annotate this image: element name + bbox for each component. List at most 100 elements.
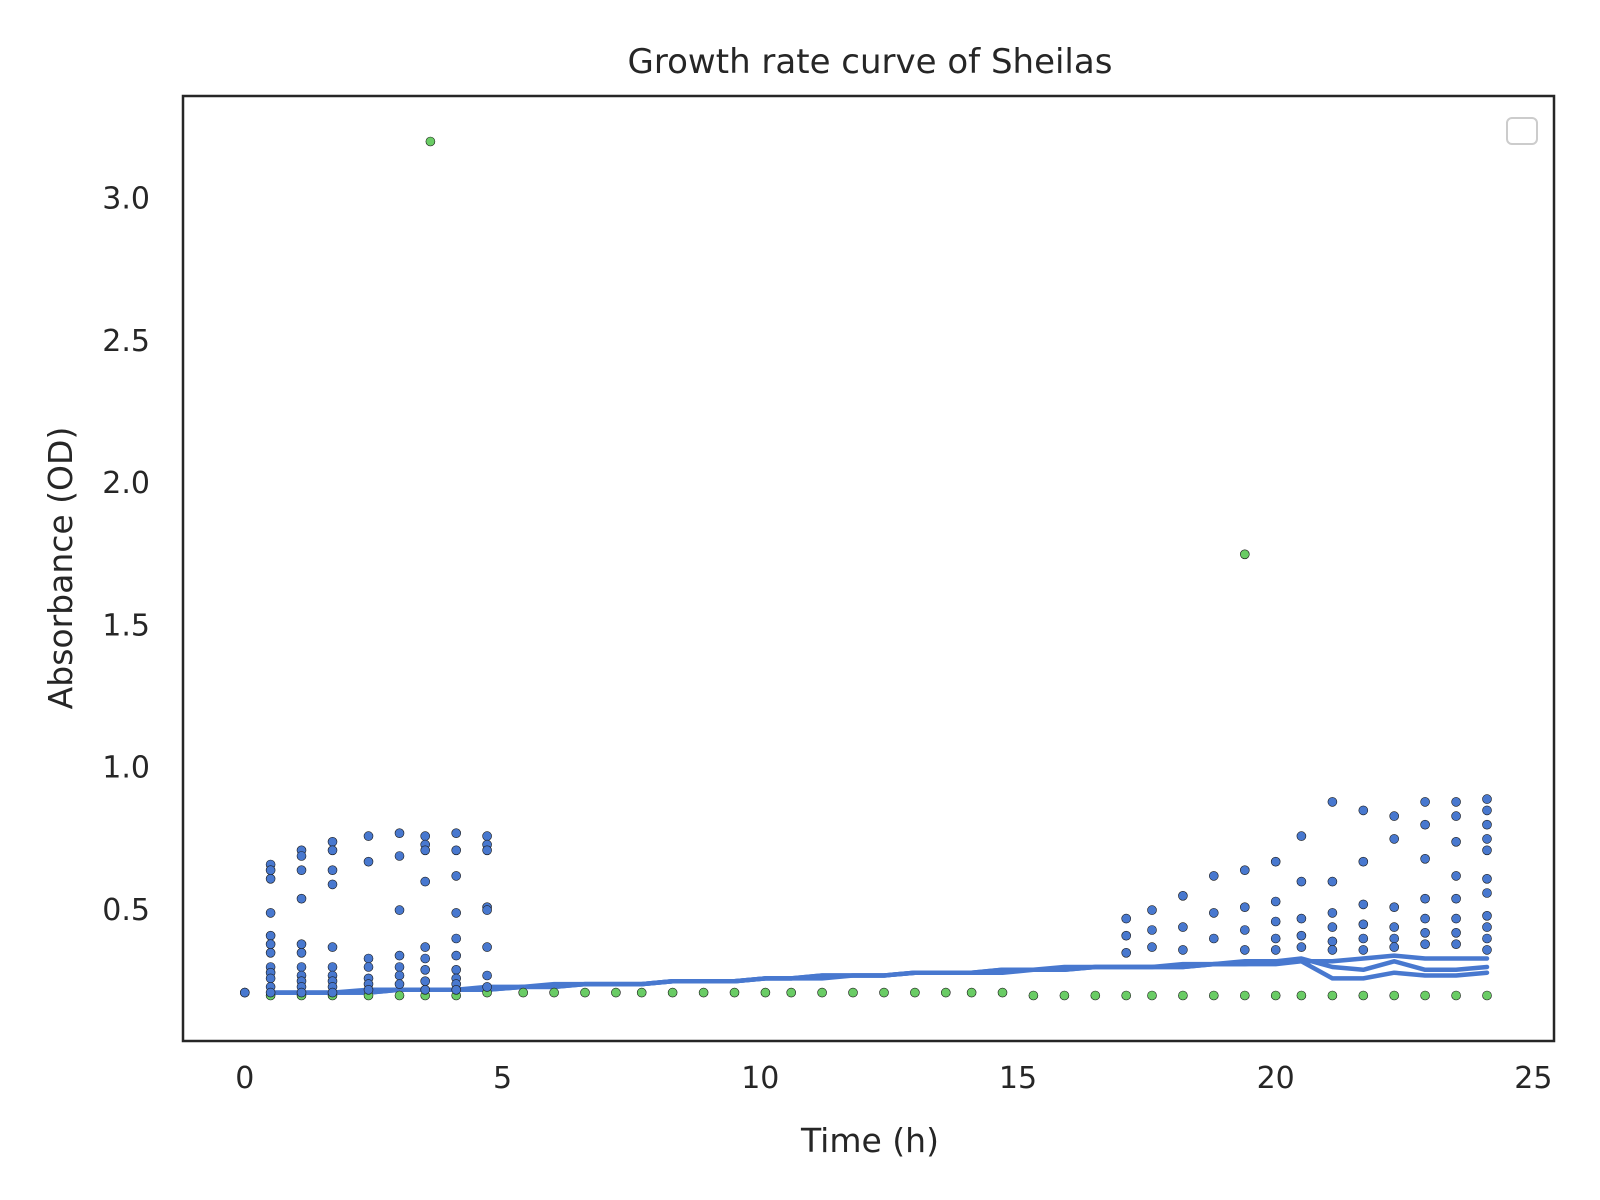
data-point bbox=[1389, 834, 1399, 844]
data-point bbox=[296, 962, 307, 972]
data-point bbox=[482, 942, 492, 952]
data-point bbox=[1240, 549, 1250, 560]
data-point bbox=[1296, 930, 1307, 941]
data-point bbox=[1121, 913, 1131, 924]
data-point bbox=[1420, 913, 1430, 924]
data-point bbox=[1147, 990, 1157, 1001]
data-point bbox=[1482, 888, 1492, 898]
x-tick-label: 15 bbox=[999, 1061, 1037, 1096]
data-point bbox=[296, 865, 307, 876]
data-point bbox=[1482, 990, 1492, 1001]
data-point bbox=[1059, 990, 1070, 1001]
data-point bbox=[327, 942, 338, 952]
y-tick-label: 1.5 bbox=[102, 608, 150, 643]
data-point bbox=[1327, 936, 1338, 947]
data-point bbox=[1389, 811, 1399, 821]
plot-area bbox=[240, 136, 1492, 1001]
data-point bbox=[1270, 916, 1281, 927]
data-point bbox=[482, 831, 492, 841]
data-point bbox=[1482, 845, 1492, 856]
data-point bbox=[580, 987, 590, 998]
data-point bbox=[1240, 990, 1250, 1001]
data-point bbox=[1482, 794, 1492, 804]
data-point bbox=[394, 990, 405, 1001]
data-point bbox=[940, 987, 951, 998]
data-point bbox=[1451, 927, 1461, 938]
data-point bbox=[296, 851, 307, 861]
data-point bbox=[667, 987, 678, 998]
data-point bbox=[363, 831, 374, 841]
data-point bbox=[1121, 930, 1131, 941]
data-point bbox=[420, 942, 431, 952]
data-point bbox=[1209, 933, 1219, 944]
data-point bbox=[420, 845, 431, 856]
data-point bbox=[265, 973, 276, 984]
data-point bbox=[1147, 942, 1157, 952]
data-point bbox=[1121, 990, 1131, 1001]
data-point bbox=[1420, 927, 1430, 938]
data-point bbox=[1482, 910, 1492, 921]
data-point bbox=[636, 987, 647, 998]
data-point bbox=[848, 987, 858, 998]
x-axis-ticks: 0 5 10 15 20 25 bbox=[235, 1061, 1552, 1096]
data-point bbox=[1389, 942, 1399, 952]
data-point bbox=[1327, 908, 1338, 918]
data-point bbox=[1240, 925, 1250, 935]
x-tick-label: 0 bbox=[235, 1061, 254, 1096]
data-point bbox=[549, 987, 559, 998]
data-point bbox=[1327, 922, 1338, 932]
data-point bbox=[420, 953, 431, 964]
data-point bbox=[1420, 853, 1430, 864]
data-point bbox=[966, 987, 977, 998]
data-point bbox=[1451, 939, 1461, 950]
data-point bbox=[394, 828, 405, 839]
data-point bbox=[420, 876, 431, 887]
data-point bbox=[1482, 945, 1492, 955]
data-point bbox=[451, 871, 462, 881]
data-point bbox=[1296, 942, 1307, 952]
data-point bbox=[327, 845, 338, 856]
data-point bbox=[1358, 899, 1369, 910]
data-point bbox=[394, 979, 405, 989]
data-point bbox=[1420, 819, 1430, 830]
data-point bbox=[1209, 908, 1219, 918]
x-tick-label: 5 bbox=[493, 1061, 512, 1096]
data-point bbox=[1178, 890, 1188, 901]
data-point bbox=[1327, 876, 1338, 887]
data-point bbox=[698, 987, 709, 998]
legend-box bbox=[1506, 117, 1538, 145]
data-point bbox=[1147, 905, 1157, 915]
data-point bbox=[1270, 990, 1281, 1001]
data-point bbox=[1327, 797, 1338, 807]
data-point bbox=[1420, 990, 1430, 1001]
data-point bbox=[451, 828, 462, 839]
data-point bbox=[265, 908, 276, 918]
data-point bbox=[482, 845, 492, 856]
data-point bbox=[363, 953, 374, 964]
data-point bbox=[1327, 990, 1338, 1001]
data-point bbox=[296, 893, 307, 904]
data-point bbox=[1482, 819, 1492, 830]
data-point bbox=[1389, 902, 1399, 913]
data-point bbox=[1420, 893, 1430, 904]
data-point bbox=[327, 836, 338, 847]
data-point bbox=[1389, 933, 1399, 944]
x-tick-label: 25 bbox=[1514, 1061, 1552, 1096]
data-point bbox=[451, 964, 462, 975]
data-point bbox=[1451, 893, 1461, 904]
data-point bbox=[265, 987, 276, 998]
y-tick-label: 2.5 bbox=[102, 324, 150, 359]
data-point bbox=[394, 970, 405, 981]
data-point bbox=[327, 865, 338, 876]
data-point bbox=[394, 851, 405, 861]
data-point bbox=[1147, 925, 1157, 935]
data-point bbox=[420, 976, 431, 987]
data-point bbox=[1482, 922, 1492, 932]
data-point bbox=[729, 987, 740, 998]
x-axis-label: Time (h) bbox=[800, 1121, 939, 1160]
data-point bbox=[518, 987, 529, 998]
data-point bbox=[1358, 919, 1369, 930]
data-point bbox=[363, 856, 374, 867]
